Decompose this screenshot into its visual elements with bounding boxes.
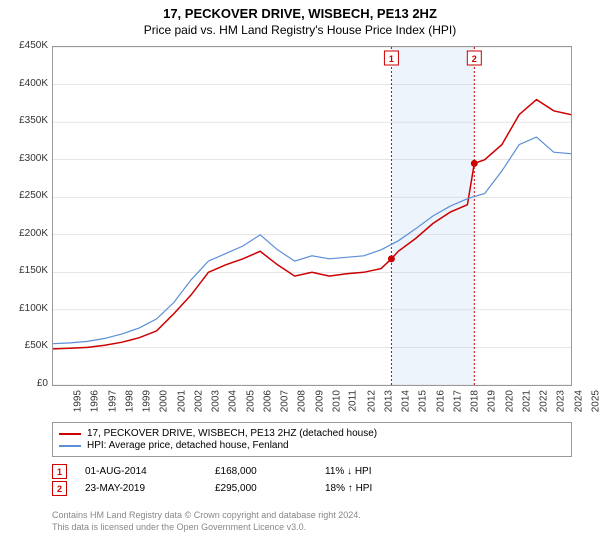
x-tick-label: 1998 (124, 390, 135, 412)
x-tick-label: 2011 (348, 390, 359, 412)
x-tick-label: 2020 (504, 390, 515, 412)
x-tick-label: 2002 (193, 390, 204, 412)
y-tick-label: £300K (6, 153, 48, 164)
legend-item: 17, PECKOVER DRIVE, WISBECH, PE13 2HZ (d… (59, 428, 565, 439)
sale-price: £168,000 (215, 466, 325, 477)
x-tick-label: 2003 (210, 390, 221, 412)
page-title: 17, PECKOVER DRIVE, WISBECH, PE13 2HZ (0, 0, 600, 21)
x-tick-label: 2004 (228, 390, 239, 412)
sale-marker: 1 (52, 464, 67, 479)
y-tick-label: £350K (6, 115, 48, 126)
x-tick-label: 2019 (487, 390, 498, 412)
legend: 17, PECKOVER DRIVE, WISBECH, PE13 2HZ (d… (52, 422, 572, 457)
x-tick-label: 2013 (383, 390, 394, 412)
legend-swatch (59, 445, 81, 447)
page-subtitle: Price paid vs. HM Land Registry's House … (0, 21, 600, 41)
x-tick-label: 2009 (314, 390, 325, 412)
x-tick-label: 2000 (159, 390, 170, 412)
x-tick-label: 1996 (90, 390, 101, 412)
x-tick-label: 2007 (279, 390, 290, 412)
sale-delta: 18% ↑ HPI (325, 483, 372, 494)
x-tick-label: 2025 (590, 390, 600, 412)
x-tick-label: 2008 (297, 390, 308, 412)
y-tick-label: £50K (6, 340, 48, 351)
x-tick-label: 1999 (141, 390, 152, 412)
legend-item: HPI: Average price, detached house, Fenl… (59, 440, 565, 451)
sale-date: 23-MAY-2019 (85, 483, 215, 494)
x-tick-label: 2012 (366, 390, 377, 412)
y-tick-label: £150K (6, 265, 48, 276)
sales-table: 1 01-AUG-2014 £168,000 11% ↓ HPI 2 23-MA… (52, 462, 572, 498)
y-tick-label: £250K (6, 190, 48, 201)
y-tick-label: £0 (6, 378, 48, 389)
y-tick-label: £100K (6, 303, 48, 314)
footer-line: This data is licensed under the Open Gov… (52, 522, 572, 534)
svg-text:2: 2 (472, 54, 477, 64)
y-tick-label: £400K (6, 78, 48, 89)
legend-label: 17, PECKOVER DRIVE, WISBECH, PE13 2HZ (d… (87, 428, 377, 439)
x-tick-label: 1995 (72, 390, 83, 412)
y-tick-label: £450K (6, 40, 48, 51)
sale-row: 1 01-AUG-2014 £168,000 11% ↓ HPI (52, 464, 572, 479)
chart-plot-area: 12 (52, 46, 572, 386)
sale-marker: 2 (52, 481, 67, 496)
sale-date: 01-AUG-2014 (85, 466, 215, 477)
x-tick-label: 2010 (331, 390, 342, 412)
x-tick-label: 2006 (262, 390, 273, 412)
x-tick-label: 2005 (245, 390, 256, 412)
x-tick-label: 2024 (573, 390, 584, 412)
x-tick-label: 1997 (107, 390, 118, 412)
chart-svg: 12 (53, 47, 571, 385)
sale-price: £295,000 (215, 483, 325, 494)
x-tick-label: 2001 (176, 390, 187, 412)
x-tick-label: 2021 (521, 390, 532, 412)
y-tick-label: £200K (6, 228, 48, 239)
x-tick-label: 2022 (538, 390, 549, 412)
footer: Contains HM Land Registry data © Crown c… (52, 510, 572, 533)
legend-label: HPI: Average price, detached house, Fenl… (87, 440, 289, 451)
x-tick-label: 2018 (469, 390, 480, 412)
x-tick-label: 2014 (400, 390, 411, 412)
x-tick-label: 2023 (556, 390, 567, 412)
chart-container: 17, PECKOVER DRIVE, WISBECH, PE13 2HZ Pr… (0, 0, 600, 560)
sale-row: 2 23-MAY-2019 £295,000 18% ↑ HPI (52, 481, 572, 496)
x-tick-label: 2016 (435, 390, 446, 412)
footer-line: Contains HM Land Registry data © Crown c… (52, 510, 572, 522)
x-tick-label: 2015 (418, 390, 429, 412)
sale-delta: 11% ↓ HPI (325, 466, 372, 477)
legend-swatch (59, 433, 81, 435)
x-tick-label: 2017 (452, 390, 463, 412)
svg-text:1: 1 (389, 54, 394, 64)
